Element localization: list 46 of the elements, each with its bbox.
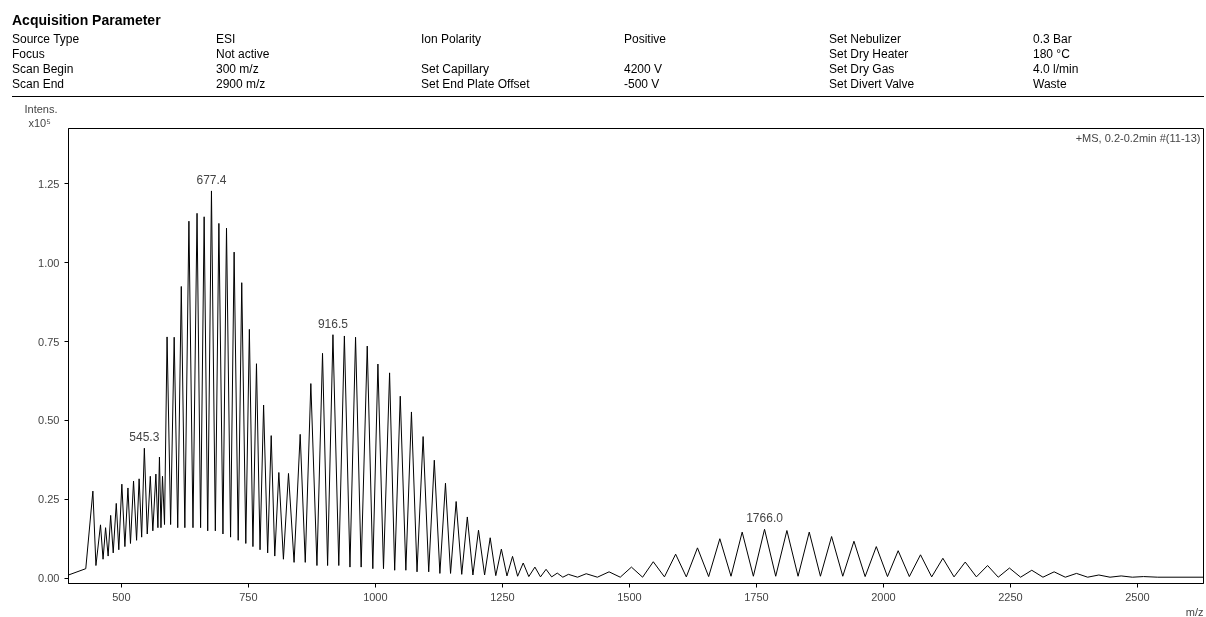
text: Focus — [12, 46, 45, 63]
text: Positive — [624, 31, 667, 48]
text: 0.3 Bar — [1033, 31, 1072, 48]
text: Set Capillary — [421, 61, 490, 78]
text: 4200 V — [624, 61, 663, 78]
annotation: 916.5 — [317, 316, 349, 331]
text: Set Divert Valve — [829, 76, 915, 93]
annotation: 1766.0 — [746, 511, 784, 526]
y-tick-label: 0.50 — [38, 414, 60, 427]
text: Set Dry Gas — [829, 61, 895, 78]
text: Waste — [1033, 76, 1067, 93]
text: ESI — [216, 31, 236, 48]
text: Scan End — [12, 76, 65, 93]
y-tick-label: 0.00 — [38, 572, 60, 585]
text: 300 m/z — [216, 61, 259, 78]
source-note: Source Type — [12, 31, 80, 48]
text: Ion Polarity — [421, 31, 482, 48]
x-tick-label: 1750 — [744, 590, 769, 603]
annotation: +MS, 0.2-0.2min #(11-13) — [1075, 131, 1201, 144]
text: Set End Plate Offset — [421, 76, 530, 93]
x-tick-label: 2250 — [998, 590, 1023, 603]
y-tick-label: 0.75 — [38, 335, 60, 348]
y-tick-label: 1.00 — [38, 256, 60, 269]
text: 180 °C — [1033, 46, 1070, 63]
text: 2900 m/z — [216, 76, 266, 93]
text: x10⁵ — [28, 116, 51, 129]
chart-title: Acquisition Parameter — [12, 11, 161, 30]
x-tick-label: 1000 — [363, 590, 388, 603]
text: Set Dry Heater — [829, 46, 909, 63]
x-tick-label: 2500 — [1125, 590, 1150, 603]
text: Not active — [216, 46, 270, 63]
y-tick-label: 1.25 — [38, 178, 60, 190]
x-tick-label: 1250 — [490, 590, 515, 603]
x-tick-label: 1500 — [617, 590, 642, 603]
text: 4.0 l/min — [1033, 61, 1079, 78]
annotation: 545.3 — [129, 430, 160, 445]
y-tick-label: 0.25 — [38, 493, 60, 506]
text: Scan Begin — [12, 61, 74, 78]
x-axis-title: m/z — [1185, 605, 1204, 617]
y-axis-title: Intens. — [24, 102, 58, 115]
text: -500 V — [624, 76, 660, 93]
annotation: 677.4 — [196, 172, 227, 187]
x-tick-label: 2000 — [871, 590, 896, 603]
x-tick-label: 500 — [112, 590, 131, 603]
text: Set Nebulizer — [829, 31, 902, 48]
x-tick-label: 750 — [239, 590, 258, 603]
